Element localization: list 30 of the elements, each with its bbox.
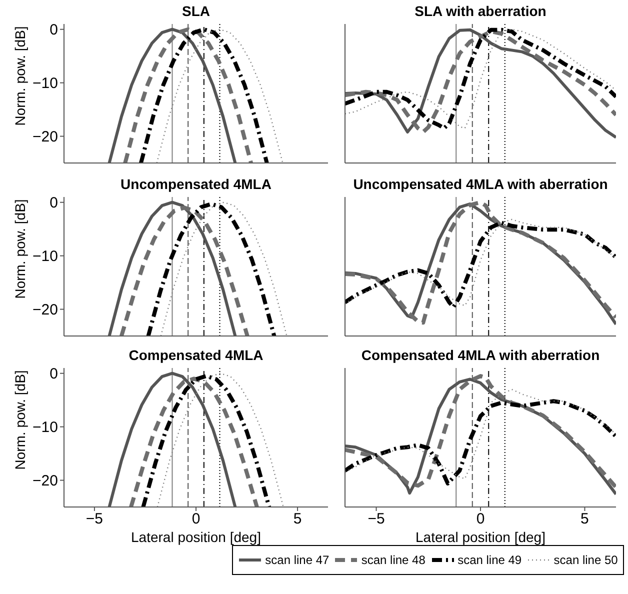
legend-label: scan line 49 — [458, 553, 522, 567]
x-tick-label: −5 — [86, 510, 104, 528]
y-axis-title: Norm. pow. [dB] — [12, 370, 28, 470]
chart-title: SLA with aberration — [414, 2, 548, 20]
y-tick-label: −20 — [32, 472, 58, 490]
x-axis-title: Lateral position [deg] — [414, 529, 546, 545]
chart-title: SLA — [181, 2, 211, 20]
x-tick-label: 5 — [293, 510, 302, 528]
y-axis-title: Norm. pow. [dB] — [12, 26, 28, 126]
x-tick-label: 5 — [580, 510, 589, 528]
y-tick-label: −20 — [32, 302, 58, 319]
y-tick-label: 0 — [50, 22, 58, 39]
y-tick-label: 0 — [50, 366, 58, 383]
x-tick-label: 0 — [192, 510, 200, 528]
legend-label: scan line 47 — [265, 553, 330, 567]
y-tick-label: −10 — [32, 248, 58, 266]
y-tick-label: −20 — [32, 128, 58, 146]
chart-title: Uncompensated 4MLA — [120, 175, 272, 193]
y-tick-label: −10 — [32, 419, 58, 436]
legend-label: scan line 48 — [361, 553, 426, 567]
x-tick-label: 0 — [476, 510, 485, 528]
y-tick-label: −10 — [32, 75, 58, 92]
y-tick-label: 0 — [50, 194, 58, 212]
x-axis-title: Lateral position [deg] — [130, 529, 262, 545]
x-tick-label: −5 — [368, 510, 385, 528]
chart-title: Compensated 4MLA — [128, 346, 264, 364]
chart-title: Compensated 4MLA with aberration — [360, 346, 601, 364]
legend-label: scan line 50 — [554, 553, 618, 567]
y-axis-title: Norm. pow. [dB] — [12, 199, 28, 299]
chart-title: Uncompensated 4MLA with aberration — [352, 175, 609, 193]
